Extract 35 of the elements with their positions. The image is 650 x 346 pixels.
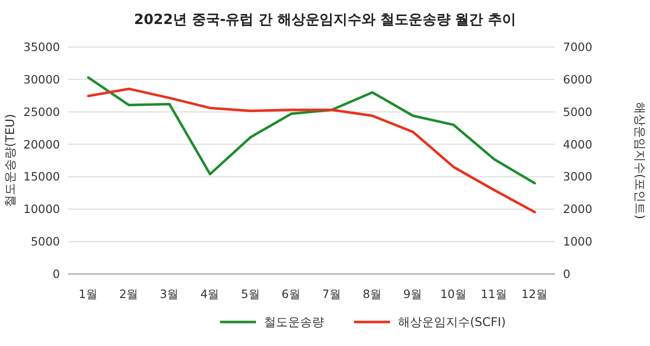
x-tick-label: 12월 [521, 287, 548, 301]
y2-tick-label: 2000 [563, 202, 592, 216]
legend-label: 철도운송량 [264, 315, 324, 329]
y-tick-label: 5000 [30, 234, 60, 249]
x-tick-label: 8월 [362, 287, 382, 301]
x-tick-label: 3월 [160, 287, 180, 301]
x-tick-label: 5월 [240, 287, 260, 301]
x-tick-label: 2월 [119, 287, 139, 301]
line-series [87, 76, 536, 184]
chart-title: 2022년 중국-유럽 간 해상운임지수와 철도운송량 월간 추이 [134, 12, 516, 28]
y2-axis-title: 해상운임지수(포인트) [633, 102, 647, 220]
legend-label: 해상운임지수(SCFI) [398, 315, 506, 329]
x-tick-label: 7월 [322, 287, 342, 301]
x-tick-label: 4월 [200, 287, 220, 301]
y2-tick-label: 3000 [563, 170, 592, 184]
y2-tick-label: 5000 [563, 104, 592, 119]
y2-tick-label: 7000 [563, 40, 592, 54]
y-tick-label: 10000 [23, 202, 60, 216]
y-tick-label: 35000 [23, 40, 60, 54]
x-tick-label: 1월 [78, 287, 98, 301]
x-tick-label: 11월 [480, 287, 508, 301]
y-tick-label: 25000 [23, 104, 60, 119]
x-tick-label: 6월 [282, 287, 301, 301]
y-tick-label: 20000 [23, 137, 60, 152]
x-tick-label: 9월 [403, 287, 423, 301]
y-tick-label: 15000 [23, 170, 60, 184]
y-tick-label: 0 [52, 267, 60, 281]
line-series [87, 88, 536, 214]
y-tick-label: 30000 [23, 72, 60, 86]
y2-tick-label: 6000 [563, 72, 592, 86]
y-axis-title: 철도운송량(TEU) [3, 114, 17, 208]
y2-tick-label: 4000 [563, 137, 592, 152]
y2-tick-label: 1000 [563, 234, 592, 249]
y2-tick-label: 0 [563, 267, 570, 281]
x-tick-label: 10월 [440, 287, 467, 301]
